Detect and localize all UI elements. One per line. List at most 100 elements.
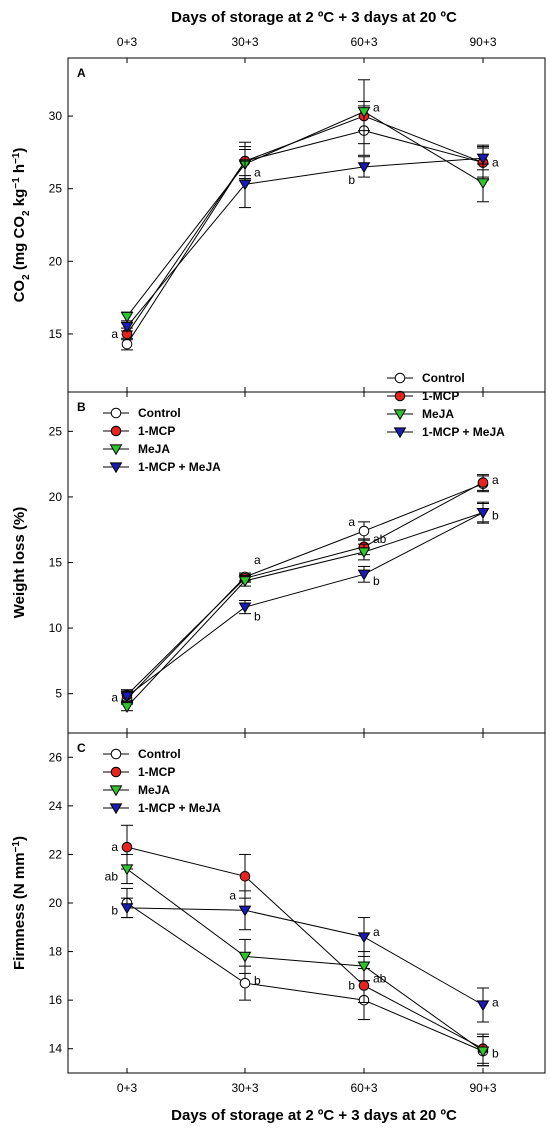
- legend-label: 1-MCP + MeJA: [422, 425, 505, 439]
- bottom-x-tick-label: 0+3: [117, 1081, 138, 1095]
- panel-a: A 15 20 25 30 CO2 (mg CO2 kg−1 h−1) a a a b a Contr…: [11, 57, 546, 439]
- significance-letter: a: [111, 691, 118, 705]
- legend: Control 1-MCP MeJA 1-MCP + MeJA: [103, 406, 221, 474]
- data-point: [109, 444, 123, 456]
- series-line: [126, 111, 484, 317]
- series-1-mcp: [121, 474, 489, 701]
- legend-label: MeJA: [138, 783, 170, 797]
- data-point: [110, 748, 122, 760]
- y-tick-label: 16: [49, 993, 63, 1007]
- data-point: [238, 905, 252, 917]
- y-tick-label: 5: [55, 687, 62, 701]
- data-point: [476, 178, 490, 190]
- series-line: [126, 902, 484, 1052]
- y-tick-label: 20: [49, 490, 63, 504]
- series-line: [126, 512, 484, 697]
- significance-letter: a: [373, 100, 380, 114]
- data-point: [120, 322, 134, 333]
- y-axis-title: Weight loss (%): [11, 507, 28, 618]
- series-line: [126, 157, 484, 327]
- legend-label: Control: [138, 406, 181, 420]
- significance-letter: b: [348, 979, 355, 993]
- series-1-mcp-meja: [120, 890, 490, 1023]
- legend-item: Control: [387, 371, 465, 385]
- significance-letter: a: [492, 156, 499, 170]
- plot-frame: [67, 57, 546, 393]
- data-point: [109, 803, 123, 815]
- legend-item: 1-MCP + MeJA: [103, 801, 221, 815]
- data-point: [357, 932, 371, 944]
- significance-letter: ab: [373, 532, 387, 546]
- data-point: [394, 372, 406, 384]
- legend-label: Control: [138, 747, 181, 761]
- series-line: [126, 115, 484, 335]
- legend-item: 1-MCP + MeJA: [103, 460, 221, 474]
- data-point: [238, 179, 252, 191]
- y-axis-title: Firmness (N mm−1): [11, 836, 28, 970]
- data-point: [357, 107, 371, 118]
- y-tick-label: 25: [49, 182, 63, 196]
- significance-letter: b: [492, 1047, 499, 1061]
- data-point: [121, 841, 133, 853]
- legend-label: 1-MCP: [138, 765, 175, 779]
- y-tick-label: 18: [49, 945, 63, 959]
- significance-letter: a: [254, 553, 261, 567]
- data-point: [357, 569, 371, 581]
- bottom-x-tick-label: 30+3: [231, 1081, 258, 1095]
- significance-letter: a: [492, 996, 499, 1010]
- data-point: [357, 162, 371, 174]
- legend-label: MeJA: [422, 407, 454, 421]
- top-x-tick-labels: 0+3 30+3 60+3 90+3: [117, 35, 497, 49]
- series-1-mcp-meja: [120, 146, 490, 333]
- y-axis-title: CO2 (mg CO2 kg−1 h−1): [11, 148, 32, 303]
- significance-letter: a: [111, 327, 118, 341]
- y-tick-label: 14: [49, 1042, 63, 1056]
- legend-label: 1-MCP + MeJA: [138, 460, 221, 474]
- significance-letter: b: [492, 508, 499, 522]
- y-tick-label: 24: [49, 799, 63, 813]
- bottom-x-axis-title: Days of storage at 2 ºC + 3 days at 20 º…: [171, 1107, 457, 1124]
- legend-label: MeJA: [138, 442, 170, 456]
- series-line: [126, 907, 484, 1006]
- data-point: [109, 785, 123, 797]
- y-tick-label: 20: [49, 254, 63, 268]
- legend-label: 1-MCP + MeJA: [138, 801, 221, 815]
- top-x-tick-label: 90+3: [469, 35, 496, 49]
- data-point: [239, 870, 251, 882]
- y-tick-label: 22: [49, 847, 63, 861]
- legend-item: MeJA: [103, 783, 170, 797]
- bottom-x-tick-label: 60+3: [350, 1081, 377, 1095]
- data-point: [393, 409, 407, 421]
- data-point: [120, 903, 134, 915]
- significance-letter: a: [254, 166, 261, 180]
- y-tick-label: 15: [49, 556, 63, 570]
- significance-letter: ab: [373, 971, 387, 985]
- data-point: [476, 1046, 490, 1058]
- significance-letter: a: [229, 889, 236, 903]
- legend-item: Control: [103, 406, 181, 420]
- significance-letter: ab: [105, 869, 119, 883]
- data-point: [120, 691, 134, 703]
- data-point: [110, 766, 122, 778]
- data-point: [357, 961, 371, 973]
- series-1-mcp: [121, 824, 489, 1064]
- data-point: [120, 702, 134, 713]
- significance-letter: a: [492, 473, 499, 487]
- y-tick-label: 20: [49, 896, 63, 910]
- bottom-x-tick-labels: 0+3 30+3 60+3 90+3: [117, 1081, 497, 1095]
- legend-label: 1-MCP: [422, 389, 459, 403]
- series-1-mcp-meja: [120, 501, 490, 703]
- top-x-tick-label: 30+3: [231, 35, 258, 49]
- series-line: [126, 482, 484, 696]
- top-x-tick-label: 0+3: [117, 35, 138, 49]
- y-tick-label: 30: [49, 109, 63, 123]
- legend: Control 1-MCP MeJA 1-MCP + MeJA: [387, 371, 505, 439]
- series-line: [126, 868, 484, 1052]
- top-x-axis-title: Days of storage at 2 ºC + 3 days at 20 º…: [171, 9, 457, 26]
- data-point: [121, 338, 133, 350]
- data-point: [394, 390, 406, 402]
- data-point: [357, 547, 371, 559]
